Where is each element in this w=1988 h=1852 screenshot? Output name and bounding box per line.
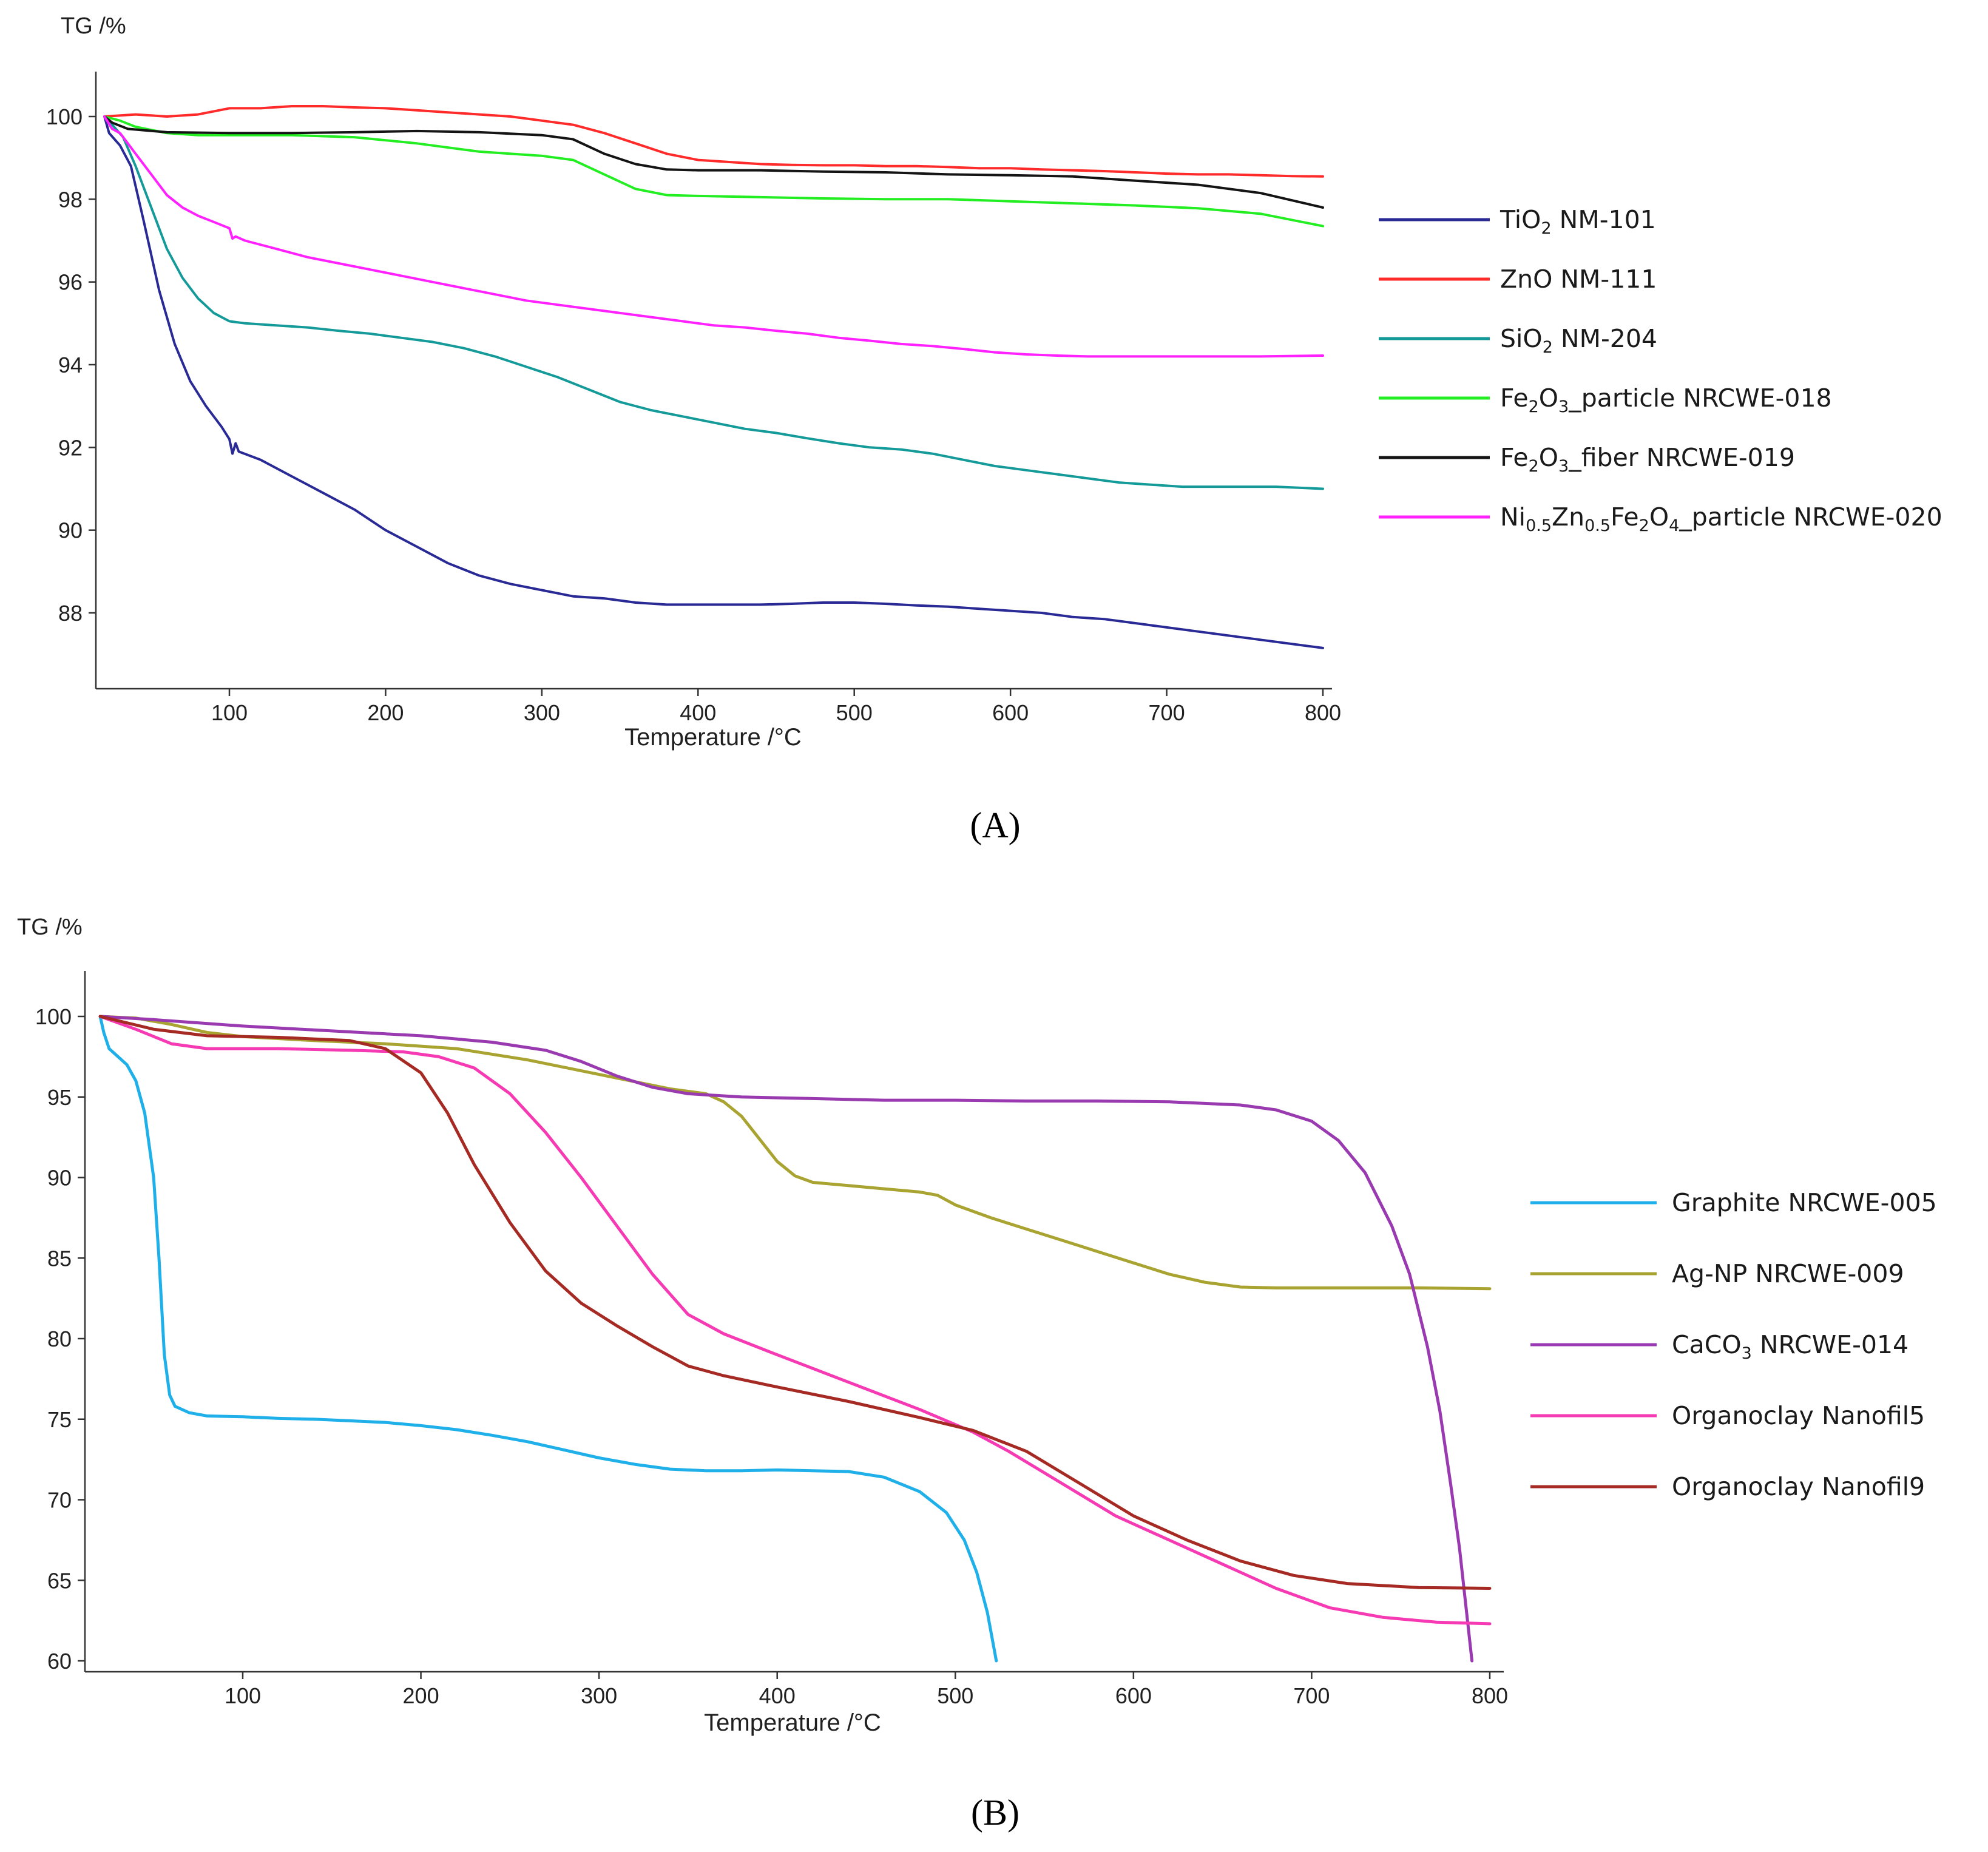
panel-b-y-axis-label: TG /% xyxy=(17,914,83,940)
legend-label-ag-np-nrcwe-009: Ag-NP NRCWE-009 xyxy=(1672,1259,1904,1288)
panel-a-x-tick-label: 200 xyxy=(367,700,404,725)
series-line-fe2o3_particle-nrcwe-018 xyxy=(103,115,1324,228)
series-line-organoclay-nanofil9 xyxy=(98,1015,1492,1590)
panel-b-y-tick-label: 80 xyxy=(47,1326,72,1351)
series-line-caco3-nrcwe-014 xyxy=(98,1015,1474,1663)
panel-b-y-tick-label: 60 xyxy=(47,1649,72,1674)
panel-a-y-axis-label: TG /% xyxy=(61,13,126,39)
legend-label-organoclay-nanofil5: Organoclay Nanofil5 xyxy=(1672,1401,1925,1430)
panel-b-x-tick-label: 400 xyxy=(759,1683,796,1708)
panel-b-y-tick-label: 65 xyxy=(47,1568,72,1593)
panel-b-x-tick-label: 200 xyxy=(403,1683,439,1708)
legend-label-zno-nm-111: ZnO NM-111 xyxy=(1500,265,1657,294)
legend-label-fe2o3_particle-nrcwe-018: Fe2O3_particle NRCWE-018 xyxy=(1500,384,1832,416)
panel-b-y-tick-label: 90 xyxy=(47,1166,72,1191)
series-line-ni0-5zn0-5fe2o4_particle-nrcwe-020 xyxy=(103,115,1324,358)
panel-a-chart: 100 200 300 400 500 600 700 800 88 90 92 94 96 98 100 T… xyxy=(46,13,1942,845)
panel-a-y-tick-label: 92 xyxy=(58,435,83,460)
series-line-zno-nm-111 xyxy=(103,105,1324,178)
panel-b-y-tick-label: 100 xyxy=(35,1004,72,1029)
panel-a-x-tick-label: 100 xyxy=(211,700,248,725)
panel-a-y-tick-label: 88 xyxy=(58,601,83,626)
series-line-organoclay-nanofil5 xyxy=(98,1015,1492,1626)
panel-a-x-tick-label: 400 xyxy=(680,700,716,725)
panel-b-y-tick-label: 95 xyxy=(47,1085,72,1110)
panel-b-y-tick-label: 70 xyxy=(47,1488,72,1513)
panel-b-x-tick-label: 300 xyxy=(581,1683,617,1708)
panel-b-x-axis-label: Temperature /°C xyxy=(704,1709,881,1736)
panel-b-x-tick-label: 500 xyxy=(937,1683,973,1708)
legend-label-ni0-5zn0-5fe2o4_particle-nrcwe-020: Ni0.5Zn0.5Fe2O4_particle NRCWE-020 xyxy=(1500,502,1942,535)
series-line-graphite-nrcwe-005 xyxy=(98,1015,998,1663)
series-line-fe2o3_fiber-nrcwe-019 xyxy=(103,115,1324,209)
panel-a-x-tick-label: 300 xyxy=(524,700,560,725)
legend-label-tio2-nm-101: TiO2 NM-101 xyxy=(1499,205,1656,238)
panel-a-y-tick-label: 100 xyxy=(46,104,83,129)
panel-a-caption: (A) xyxy=(970,805,1020,845)
panel-a-x-tick-label: 500 xyxy=(836,700,873,725)
legend-label-graphite-nrcwe-005: Graphite NRCWE-005 xyxy=(1672,1188,1937,1217)
panel-a-x-tick-label: 700 xyxy=(1149,700,1185,725)
panel-b-caption: (B) xyxy=(971,1793,1019,1833)
panel-b-chart: 100 200 300 400 500 600 700 800 60 65 70 75 80 85 90 95… xyxy=(17,914,1937,1833)
series-line-sio2-nm-204 xyxy=(103,115,1324,490)
legend-label-fe2o3_fiber-nrcwe-019: Fe2O3_fiber NRCWE-019 xyxy=(1500,443,1795,476)
panel-a-y-tick-label: 94 xyxy=(58,353,83,377)
panel-b-y-tick-label: 75 xyxy=(47,1407,72,1432)
panel-a-x-tick-label: 800 xyxy=(1305,700,1341,725)
legend-label-organoclay-nanofil9: Organoclay Nanofil9 xyxy=(1672,1472,1925,1501)
panel-a-y-tick-label: 96 xyxy=(58,270,83,295)
panel-b-x-tick-label: 800 xyxy=(1472,1683,1508,1708)
legend-label-caco3-nrcwe-014: CaCO3 NRCWE-014 xyxy=(1672,1330,1909,1363)
panel-b-x-tick-label: 100 xyxy=(225,1683,261,1708)
panel-a-y-tick-label: 90 xyxy=(58,518,83,543)
panel-b-x-tick-label: 700 xyxy=(1293,1683,1330,1708)
panel-b-x-tick-label: 600 xyxy=(1115,1683,1152,1708)
panel-a-x-axis-label: Temperature /°C xyxy=(624,724,802,751)
panel-b-y-tick-label: 85 xyxy=(47,1246,72,1271)
series-line-tio2-nm-101 xyxy=(103,115,1324,649)
series-line-ag-np-nrcwe-009 xyxy=(98,1015,1492,1291)
legend-label-sio2-nm-204: SiO2 NM-204 xyxy=(1500,324,1657,357)
panel-a-x-tick-label: 600 xyxy=(992,700,1029,725)
panel-a-y-tick-label: 98 xyxy=(58,187,83,212)
